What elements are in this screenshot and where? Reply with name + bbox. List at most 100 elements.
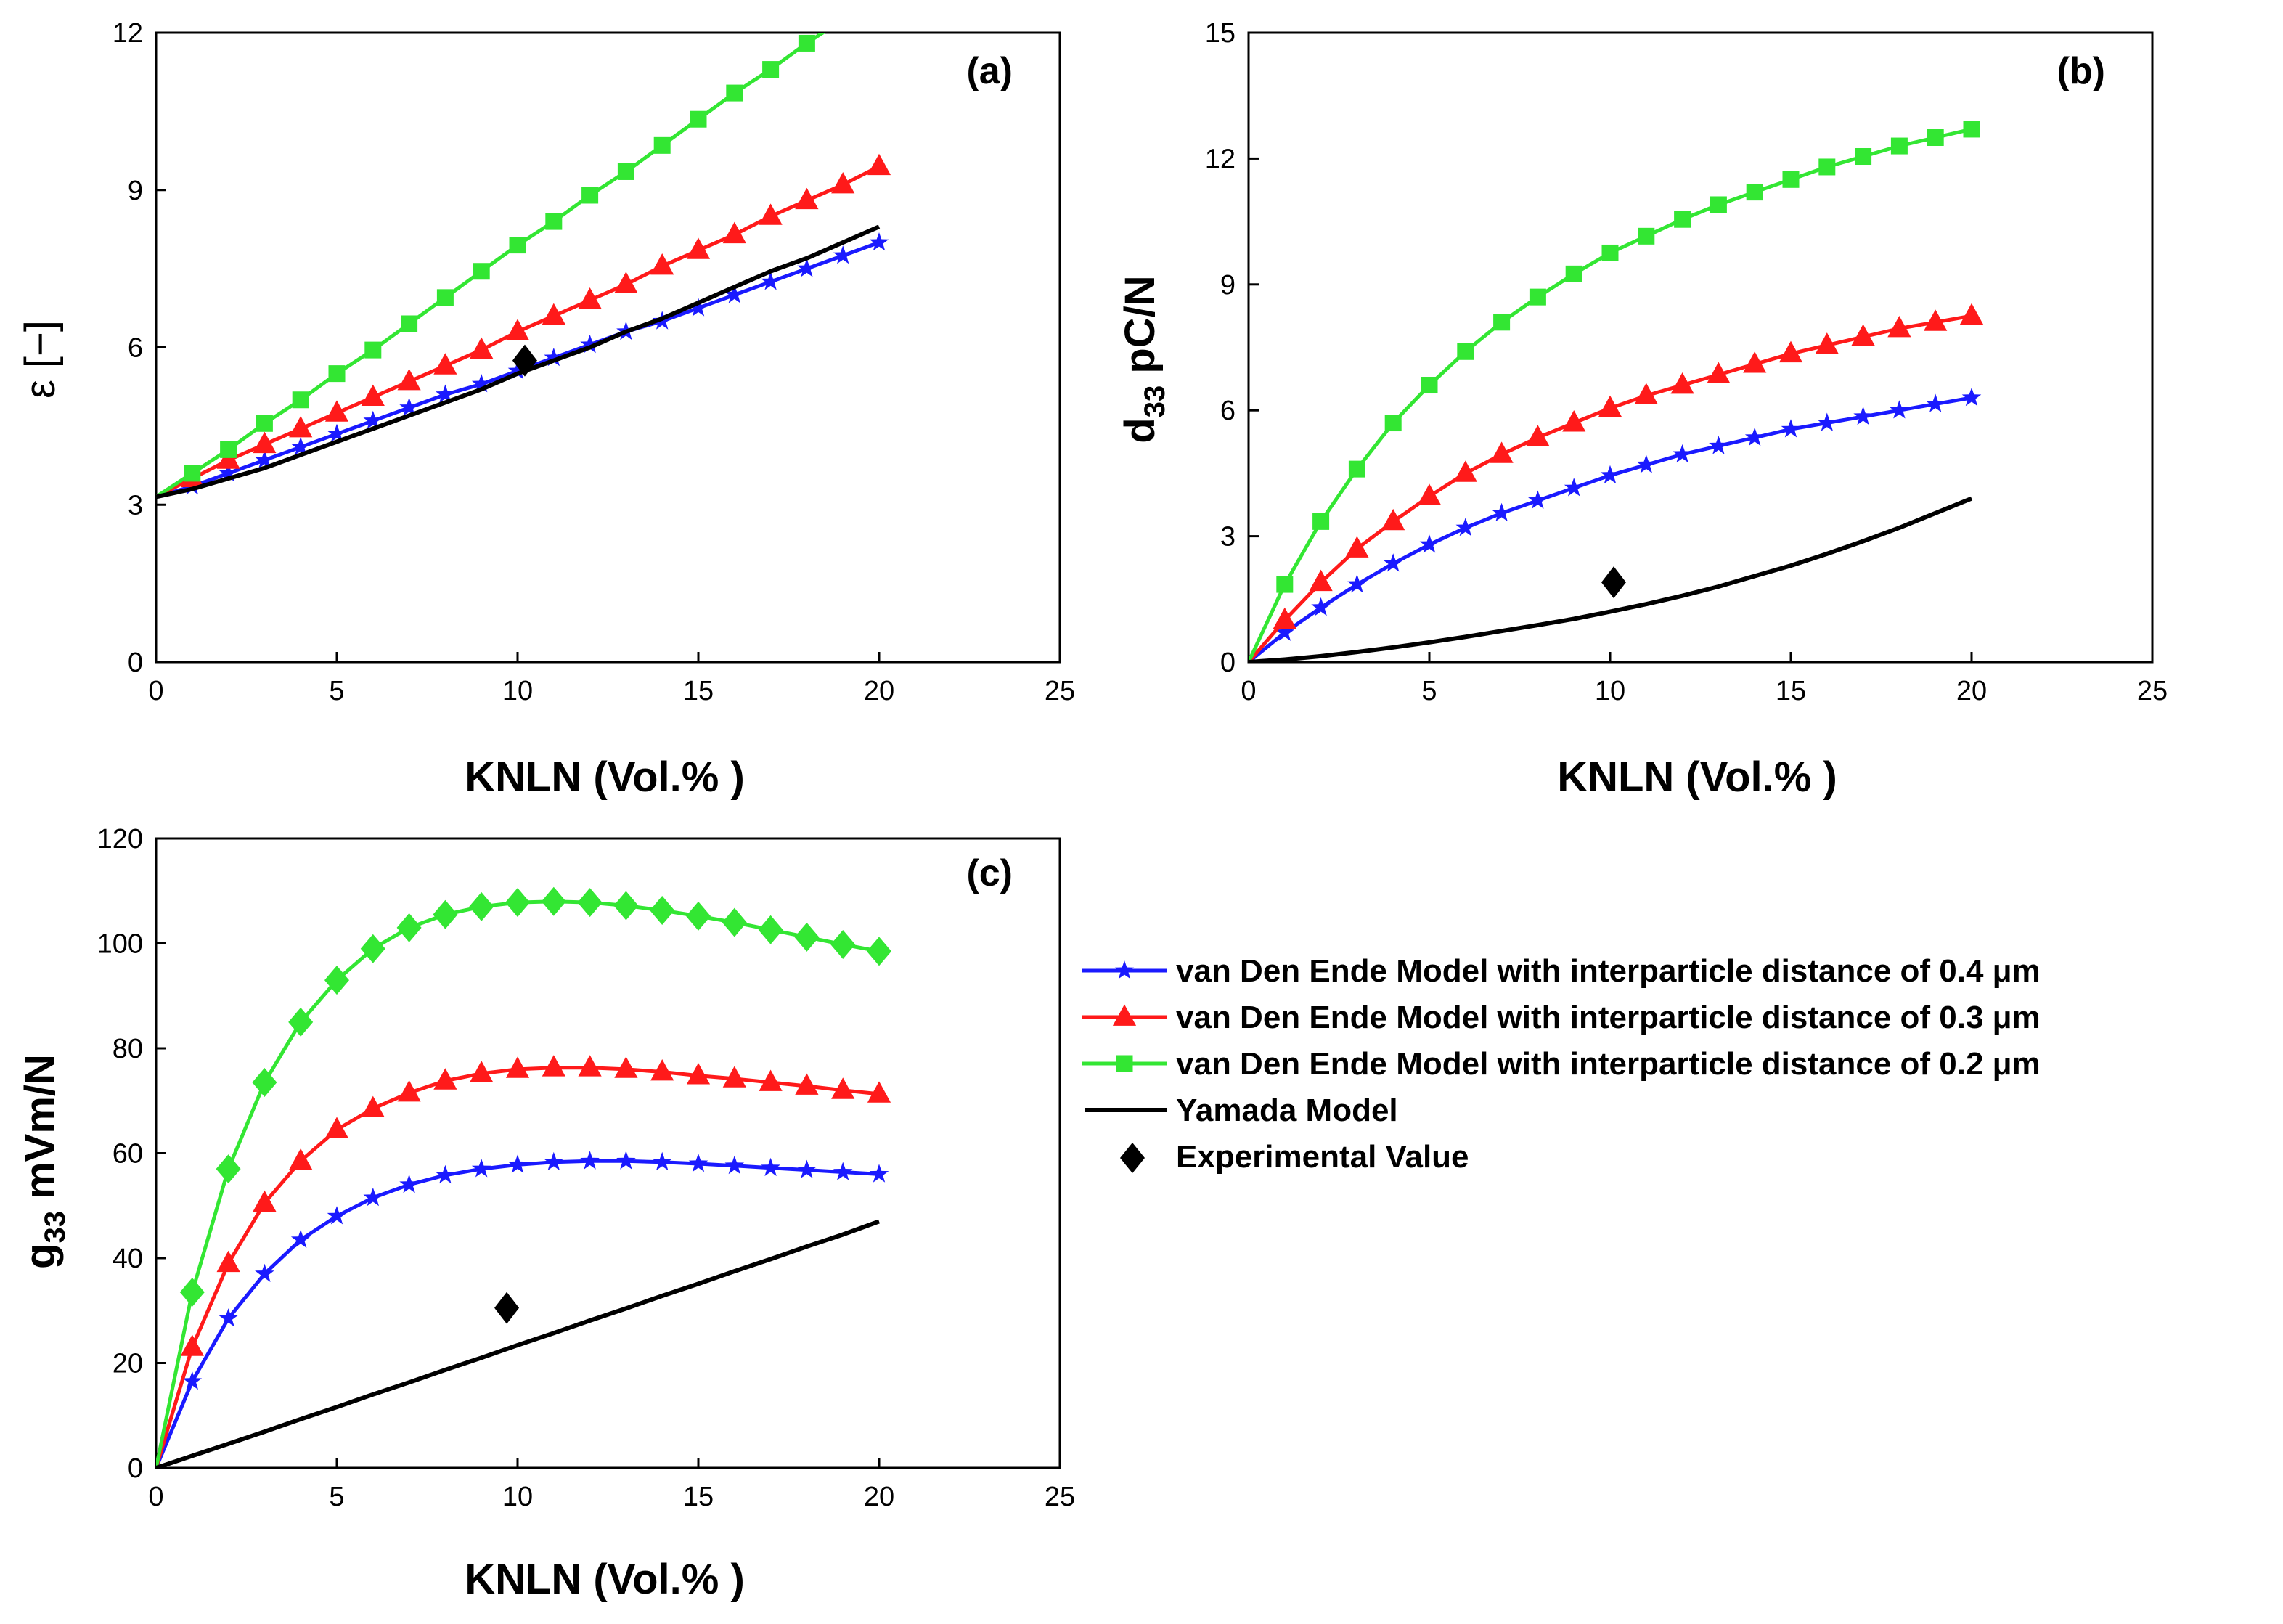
- data-point-0.2: [1457, 343, 1474, 360]
- data-point-0.3: [1815, 332, 1839, 354]
- data-point-0.4: [1636, 454, 1657, 473]
- data-point-0.2: [758, 915, 783, 944]
- data-point-0.2: [545, 213, 563, 230]
- data-point-0.3: [1778, 340, 1803, 363]
- data-point-0.4: [1383, 553, 1403, 572]
- data-point-0.3: [1273, 607, 1296, 629]
- data-point-0.2: [184, 465, 201, 482]
- data-point-0.3: [1526, 425, 1550, 446]
- data-point-0.3: [397, 1080, 421, 1102]
- x-tick-label: 5: [1421, 676, 1437, 706]
- legend-swatch-experimental: [1120, 1143, 1145, 1173]
- data-point-0.3: [433, 353, 457, 375]
- data-point-0.4: [1492, 502, 1511, 522]
- data-point-0.3: [1598, 395, 1622, 417]
- panel-b-y-axis-title: d33 pC/N: [1116, 275, 1171, 443]
- data-point-0.3: [759, 1069, 783, 1091]
- data-point-0.3: [433, 1068, 457, 1090]
- data-point-0.4: [363, 1187, 383, 1207]
- data-point-0.3: [867, 1081, 891, 1103]
- series-group: [1249, 121, 1984, 662]
- data-point-0.2: [1638, 227, 1655, 245]
- data-point-0.3: [722, 221, 746, 244]
- data-point-0.3: [470, 1061, 494, 1082]
- data-point-0.2: [830, 929, 856, 959]
- data-point-0.3: [1959, 303, 1984, 325]
- data-point-0.2: [762, 61, 780, 78]
- data-point-0.3: [1707, 362, 1731, 383]
- panel-a-label: (a): [966, 50, 1013, 92]
- x-tick-label: 20: [864, 676, 894, 706]
- data-point-0.2: [541, 886, 566, 916]
- data-point-0.3: [216, 1250, 240, 1273]
- data-point-0.4: [290, 1229, 311, 1248]
- legend-item-0.4: van Den Ende Model with interparticle di…: [1082, 953, 2041, 989]
- y-tick-label: 9: [1220, 270, 1236, 301]
- x-tick-label: 15: [683, 676, 714, 706]
- data-point-0.3: [867, 153, 891, 176]
- legend-swatch-0.2: [1082, 1055, 1167, 1072]
- legend-item-0.2: van Den Ende Model with interparticle di…: [1082, 1046, 2041, 1082]
- data-point-0.2: [1384, 415, 1402, 432]
- data-point-0.4: [363, 410, 383, 429]
- data-point-0.3: [397, 368, 421, 391]
- series-group: [156, 33, 891, 499]
- data-point-0.4: [616, 1151, 636, 1170]
- panel-b-y-axis-title-main: d: [1116, 417, 1164, 443]
- data-point-0.3: [253, 1190, 277, 1212]
- data-point-0.2: [581, 187, 599, 204]
- data-point-0.2: [1529, 288, 1546, 306]
- data-point-0.4: [1890, 400, 1909, 419]
- data-point-0.3: [795, 1073, 819, 1095]
- data-point-0.4: [1311, 597, 1331, 616]
- data-point-0.3: [289, 1148, 313, 1170]
- data-point-0.2: [401, 315, 418, 332]
- data-point-0.2: [505, 888, 530, 918]
- data-point-0.3: [361, 1095, 385, 1117]
- data-point-0.2: [798, 34, 815, 52]
- panel-c-y-axis-title-main: g: [17, 1244, 64, 1269]
- data-point-0.4: [471, 1159, 491, 1178]
- data-point-0.4: [507, 1154, 528, 1173]
- legend-label-yamada: Yamada Model: [1176, 1093, 1398, 1128]
- legend-label-experimental: Experimental Value: [1176, 1139, 1469, 1175]
- data-point-0.2: [179, 1277, 205, 1307]
- y-tick-label: 3: [128, 490, 143, 521]
- legend-item-yamada: Yamada Model: [1085, 1093, 1398, 1128]
- data-point-0.4: [1564, 478, 1584, 497]
- data-point-0.4: [399, 1174, 419, 1193]
- y-tick-label: 120: [97, 824, 143, 854]
- x-tick-label: 10: [502, 1482, 533, 1512]
- legend-marker-experimental: [1120, 1143, 1145, 1173]
- legend-label-0.2: van Den Ende Model with interparticle di…: [1176, 1046, 2041, 1082]
- data-point-0.4: [471, 374, 491, 393]
- panel-a-y-axis-title: ε [−]: [17, 320, 64, 399]
- y-tick-label: 60: [113, 1139, 143, 1170]
- data-point-0.3: [505, 1056, 530, 1078]
- data-point-0.3: [324, 400, 349, 422]
- y-tick-label: 12: [113, 18, 143, 49]
- y-tick-label: 20: [113, 1349, 143, 1379]
- data-point-0.4: [327, 423, 347, 442]
- data-point-0.4: [833, 245, 853, 264]
- data-point-0.2: [1276, 576, 1294, 593]
- data-point-0.3: [1634, 383, 1658, 404]
- panel-b-y-axis-title-sub: 33: [1139, 385, 1171, 418]
- panel-b: 0 5 10 15 20 25 0 3 6 9 12 15 (b) KNLN (Vol.% ) d33…: [1116, 18, 2168, 801]
- data-point-0.3: [759, 203, 783, 225]
- legend-label-0.3: van Den Ende Model with interparticle di…: [1176, 1000, 2041, 1035]
- legend-marker-0.4: [1114, 960, 1135, 979]
- y-tick-label: 0: [128, 1453, 143, 1484]
- y-tick-label: 15: [1205, 18, 1236, 49]
- panel-c-y-axis-title-sub: 33: [39, 1211, 71, 1244]
- data-point-0.4: [1925, 393, 1945, 412]
- experimental-point: [512, 344, 537, 377]
- data-point-0.4: [580, 334, 600, 354]
- data-point-0.4: [255, 449, 274, 469]
- x-tick-label: 25: [1045, 676, 1075, 706]
- data-point-0.4: [1275, 622, 1295, 641]
- data-point-0.4: [507, 361, 528, 380]
- panel-b-plot-layer: 0 5 10 15 20 25 0 3 6 9 12 15: [1205, 18, 2168, 706]
- data-point-0.4: [724, 1155, 745, 1175]
- data-point-0.2: [433, 899, 458, 929]
